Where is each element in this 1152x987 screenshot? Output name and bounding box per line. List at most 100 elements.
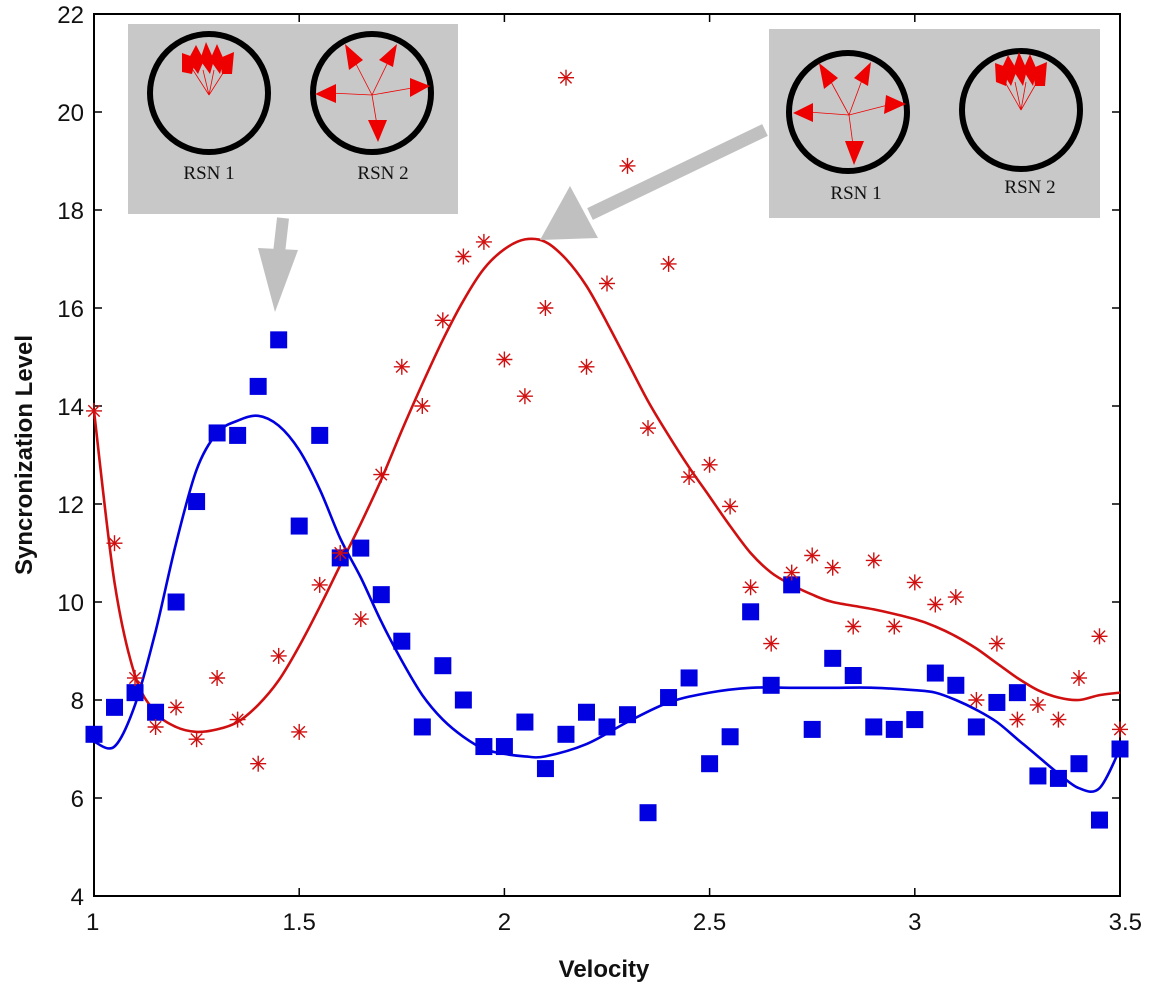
y-tick-label: 22 [57,2,84,29]
red-asterisk-point [414,398,431,414]
inset-left-rsn1-label: RSN 1 [183,163,234,184]
red-asterisk-point [927,596,944,613]
blue-square-point [208,424,226,442]
x-tick-label: 3.5 [1109,909,1142,936]
inset-right-rsn2-arrows [995,52,1047,111]
y-tick-label: 16 [57,296,84,323]
y-tick-label: 12 [57,492,84,519]
blue-square-point [454,691,472,709]
inset-right-rsn1-arrows [793,62,906,165]
blue-square-point [988,693,1006,711]
red-asterisk-point [106,535,123,552]
blue-square-point [167,593,185,611]
blue-square-point [413,718,431,736]
red-asterisk-point [434,312,451,329]
y-tick-label: 14 [57,394,84,421]
inset-left: RSN 1 RSN 2 [128,24,458,214]
y-tick-label: 10 [57,590,84,617]
red-asterisk-point [250,755,267,772]
red-asterisk-point [742,579,759,596]
inset-left-rsn1-circle [147,31,271,155]
inset-right-rsn1-circle [786,50,910,174]
inset-left-bg [128,24,458,214]
red-asterisk-point [270,647,287,664]
inset-left-rsn2-label: RSN 2 [357,163,408,184]
arrow-right-shaft [587,124,768,220]
red-asterisk-point [188,731,205,748]
blue-square-point [372,586,390,604]
blue-square-point [147,703,165,721]
red-asterisk-point [373,466,390,483]
red-asterisk-point [1071,670,1087,686]
blue-square-point [721,728,739,746]
blue-square-point [1111,740,1129,758]
blue-square-point [680,669,698,687]
blue-square-point [742,603,760,621]
blue-square-point [188,493,206,511]
red-asterisk-point [558,69,574,86]
blue-square-point [1070,755,1088,773]
blue-square-point [229,426,247,444]
y-tick-label: 6 [71,786,84,813]
red-asterisk-point [681,469,698,485]
blue-square-point [311,426,329,444]
red-asterisk-point [516,388,533,405]
blue-square-point [865,718,883,736]
red-asterisk-point [1029,696,1046,713]
blue-square-point [270,331,288,349]
blue-square-point [844,667,862,684]
blue-square-point [1008,684,1026,702]
red-asterisk-point [537,300,554,316]
axis-ticks [93,13,1121,897]
red-asterisk-point [906,574,923,591]
blue-square-point [598,718,616,736]
blue-square-point [967,718,985,736]
inset-right-rsn2-label: RSN 2 [1004,177,1055,198]
red-asterisk-point [865,552,882,569]
blue-square-point [619,706,637,724]
blue-square-point [495,738,513,756]
blue-square-point [660,689,678,707]
blue-square-point [1029,767,1047,785]
red-asterisk-point [86,402,102,419]
y-tick-label: 18 [57,198,84,225]
red-asterisk-point [947,589,964,606]
red-asterisk-point [229,711,246,728]
blue-square-point [947,676,965,694]
red-asterisk-point [475,233,492,250]
red-asterisk-point [783,564,800,581]
blue-square-point [516,713,534,731]
x-tick-label: 3 [908,909,921,936]
y-axis-title: Syncronization Level [11,335,38,575]
inset-left-rsn2-arrows [315,44,430,142]
inset-right-rsn2-circle [959,48,1083,172]
x-tick-label: 2.5 [693,909,726,936]
blue-square-point [783,576,801,594]
red-asterisk-point [455,248,472,265]
blue-square-point [701,755,719,773]
blue-square-point [906,711,924,729]
blue-square-point [475,738,493,756]
red-asterisk-point [332,545,349,561]
x-axis-title: Velocity [559,956,650,983]
red-asterisk-point [619,157,636,174]
red-asterisk-point [147,719,164,735]
blue-square-point [249,377,267,395]
blue-square-point [762,676,780,694]
blue-square-point [536,760,554,778]
arrow-right-head [540,186,598,240]
blue-square-point [85,725,103,743]
red-asterisk-point [988,635,1005,652]
red-asterisk-point [640,420,656,437]
red-asterisk-point [886,618,903,635]
red-asterisk-point [496,351,513,368]
x-tick-label: 1 [86,909,99,936]
blue-square-point [434,657,452,675]
blue-square-point [290,517,308,535]
blue-square-point [926,664,944,682]
blue-square-point [1049,769,1067,787]
red-asterisk-point [352,611,369,628]
y-tick-labels: 4 6 8 10 12 14 16 18 20 22 [57,2,84,911]
red-asterisk-point [168,699,185,716]
